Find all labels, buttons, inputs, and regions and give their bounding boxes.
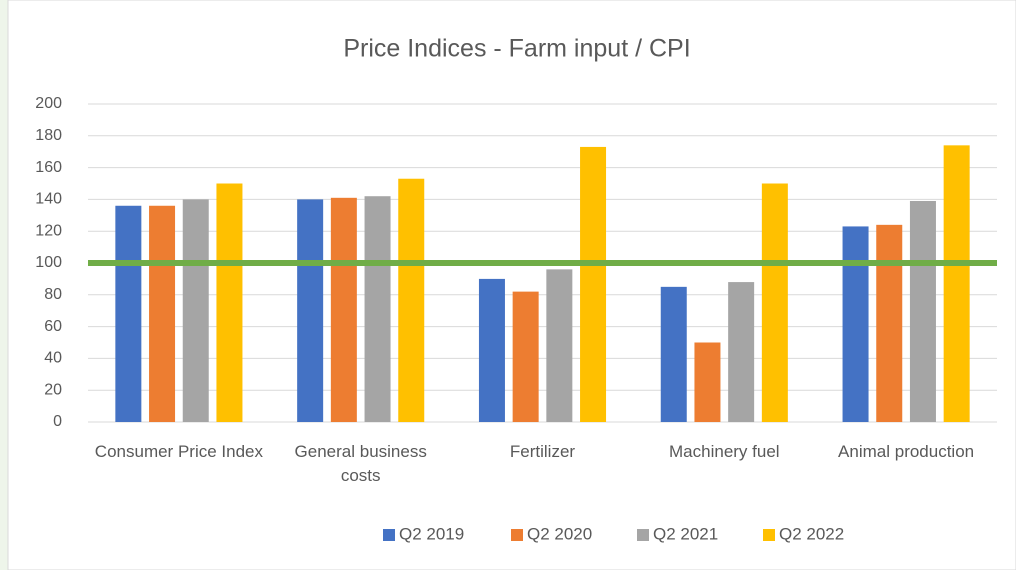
legend-swatch	[763, 529, 775, 541]
bar	[943, 145, 970, 422]
bar	[580, 146, 607, 422]
x-tick-label: General business costs	[294, 442, 427, 485]
y-tick-label: 60	[44, 318, 62, 335]
legend-label: Q2 2020	[527, 524, 592, 543]
y-tick-label: 200	[35, 95, 62, 112]
bar	[546, 269, 573, 422]
bar	[694, 342, 721, 422]
bar	[364, 196, 391, 422]
y-tick-label: 140	[35, 191, 62, 208]
bar	[330, 197, 357, 422]
bar	[182, 199, 209, 422]
bar	[909, 200, 936, 422]
y-tick-label: 40	[44, 350, 62, 367]
y-tick-label: 180	[35, 127, 62, 144]
bar	[842, 226, 869, 422]
y-tick-label: 100	[35, 254, 62, 271]
bar	[115, 205, 142, 422]
y-tick-label: 120	[35, 222, 62, 239]
x-tick-label: Consumer Price Index	[94, 442, 263, 461]
legend-label: Q2 2021	[653, 524, 718, 543]
legend-swatch	[637, 529, 649, 541]
y-tick-label: 160	[35, 159, 62, 176]
legend-swatch	[383, 529, 395, 541]
bar	[512, 291, 539, 422]
x-tick-label: Animal production	[838, 442, 975, 461]
y-tick-label: 80	[44, 286, 62, 303]
bar	[761, 183, 788, 422]
bar	[660, 286, 687, 422]
legend-label: Q2 2022	[779, 524, 844, 543]
bar	[149, 205, 176, 422]
y-tick-label: 20	[44, 381, 62, 398]
y-tick-label: 0	[53, 413, 62, 430]
bar	[478, 278, 505, 422]
bar	[398, 178, 425, 422]
legend-label: Q2 2019	[399, 524, 464, 543]
bar	[728, 282, 755, 422]
bar	[297, 199, 324, 422]
bar	[876, 224, 903, 422]
bar	[216, 183, 243, 422]
x-tick-label: Fertilizer	[509, 442, 576, 461]
chart-title: Price Indices - Farm input / CPI	[343, 35, 690, 63]
legend-swatch	[511, 529, 523, 541]
x-tick-label: Machinery fuel	[669, 442, 780, 461]
